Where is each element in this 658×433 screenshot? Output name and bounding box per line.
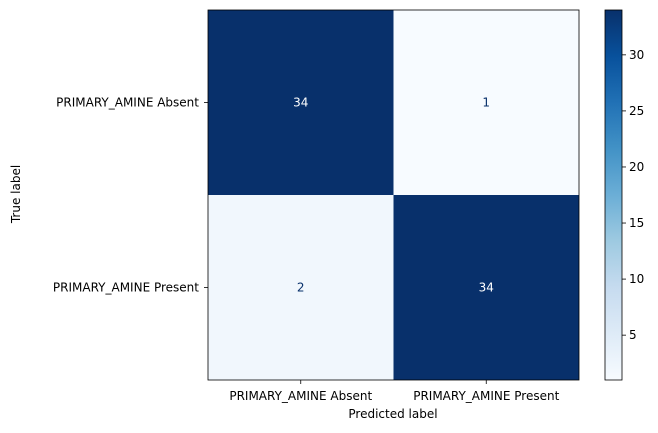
- colorbar-ticks: 5 10 15 20 25 30: [622, 48, 644, 342]
- y-tick-label: PRIMARY_AMINE Absent: [56, 96, 199, 110]
- y-tick-label: PRIMARY_AMINE Present: [53, 281, 199, 295]
- cell-value-labels: 34 1 2 34: [293, 96, 494, 295]
- colorbar: [604, 9, 623, 381]
- cell-value-label: 34: [479, 281, 494, 295]
- cell-value-label: 2: [297, 281, 305, 295]
- heatmap-cell: [208, 10, 394, 195]
- x-axis-ticks: PRIMARY_AMINE Absent PRIMARY_AMINE Presen…: [229, 380, 560, 403]
- plot-frame: [207, 9, 580, 381]
- colorbar-tick-label: 15: [629, 216, 644, 230]
- colorbar-tick-label: 20: [629, 160, 644, 174]
- colorbar-tick-label: 25: [629, 104, 644, 118]
- y-axis-ticks: PRIMARY_AMINE Absent PRIMARY_AMINE Presen…: [53, 96, 208, 295]
- x-tick-label: PRIMARY_AMINE Absent: [229, 389, 372, 403]
- colorbar-tick-label: 5: [629, 328, 637, 342]
- colorbar-tick-label: 10: [629, 272, 644, 286]
- cell-value-label: 1: [482, 96, 490, 110]
- x-axis-label: Predicted label: [348, 407, 437, 421]
- x-tick-label: PRIMARY_AMINE Present: [413, 389, 559, 403]
- heatmap-cell: [393, 195, 579, 380]
- heatmap-cell: [208, 195, 394, 380]
- heatmap-cells: [208, 10, 579, 380]
- colorbar-tick-label: 30: [629, 48, 644, 62]
- heatmap-cell: [393, 10, 579, 195]
- cell-value-label: 34: [293, 96, 308, 110]
- y-axis-label: True label: [9, 165, 23, 224]
